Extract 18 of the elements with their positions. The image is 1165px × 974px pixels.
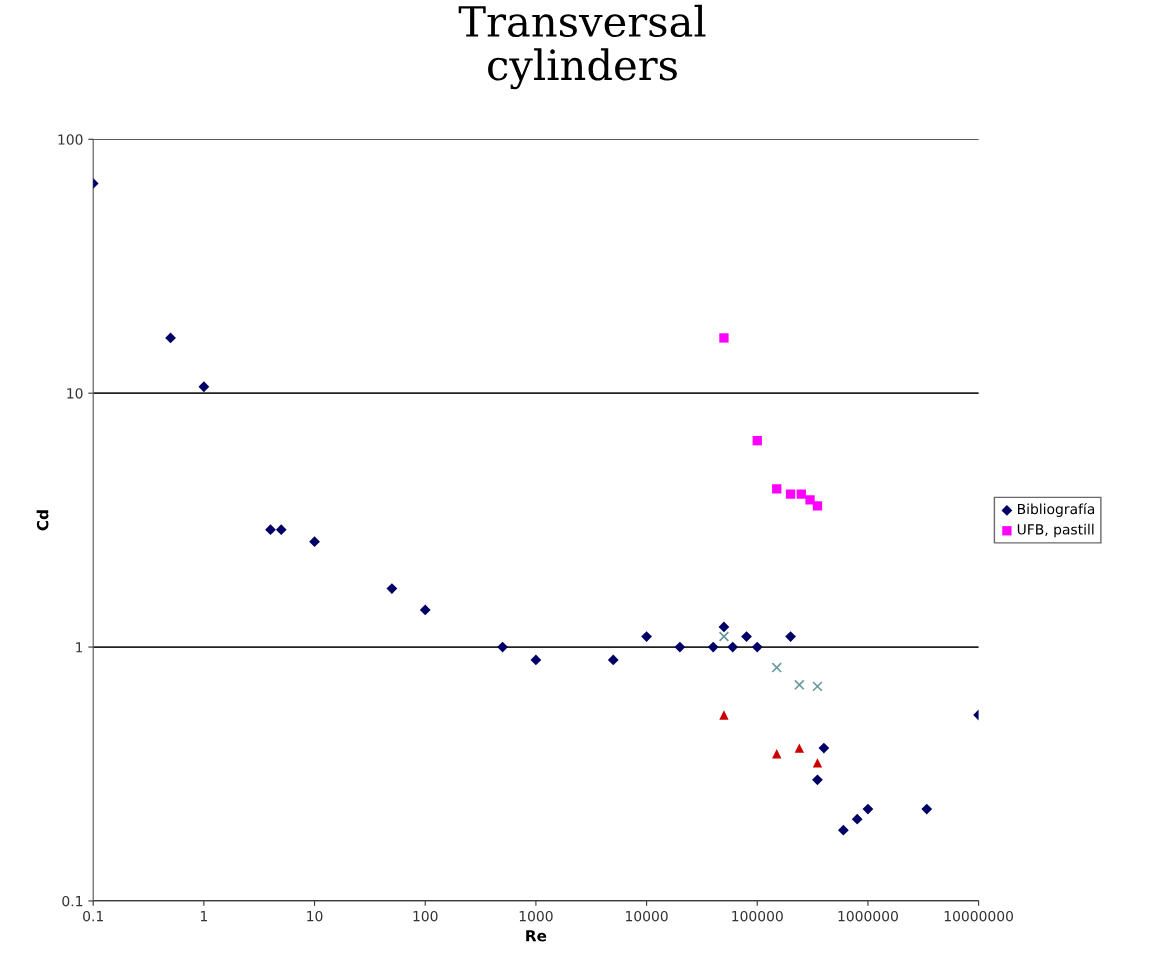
legend-label: Bibliografía [1017,502,1095,517]
x-tick-label: 1 [200,911,208,922]
y-axis-title: Cd [36,510,49,531]
x-tick-label: 0.1 [83,910,103,922]
chart-title: Transversal cylinders [458,4,706,90]
x-tick-label: 10 [307,910,323,922]
x-tick-label: 100000 [732,910,783,922]
y-tick-label: 1 [76,642,83,653]
x-axis-title: Re [526,930,547,942]
x-tick-label: 10000000 [944,910,1014,922]
x-tick-label: 10000 [626,910,668,922]
x-tick-label: 100 [413,910,438,922]
x-tick-label: 1000000 [838,910,898,922]
y-tick-label: 100 [58,134,83,145]
y-tick-label: 0.1 [62,895,83,907]
x-tick-label: 1000 [519,910,553,922]
y-tick-label: 10 [67,388,83,399]
legend-label: UFB, pastill [1017,523,1094,538]
